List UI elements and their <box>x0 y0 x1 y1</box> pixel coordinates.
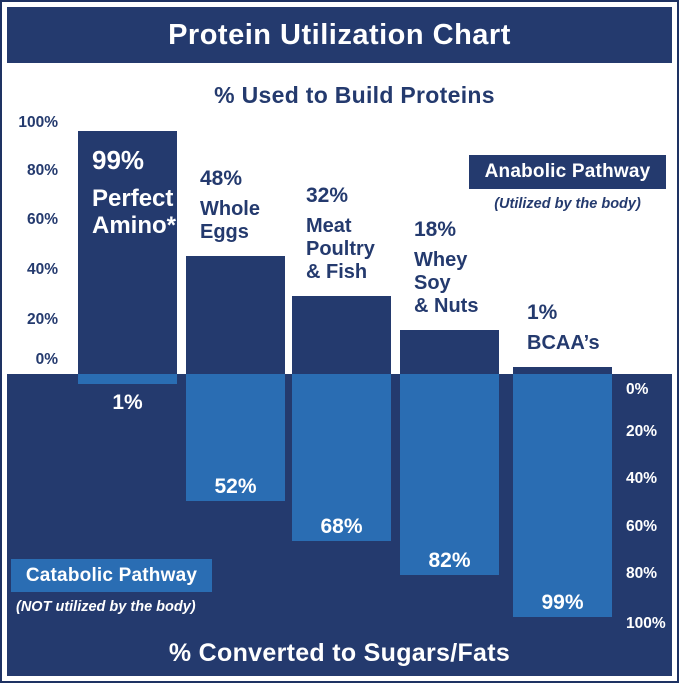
y-axis-bottom-tick: 100% <box>626 615 666 632</box>
anabolic-legend-label: Anabolic Pathway <box>484 161 651 182</box>
catabolic-bar <box>78 374 177 384</box>
anabolic-bar <box>513 367 612 374</box>
anabolic-legend-caption: (Utilized by the body) <box>494 196 641 212</box>
y-axis-top-tick: 60% <box>26 211 58 228</box>
bar-category-label: 32% Meat Poultry & Fish <box>306 184 435 284</box>
catabolic-bar <box>186 374 285 501</box>
catabolic-value-label: 68% <box>320 515 363 538</box>
category-name-line: Whole <box>200 198 260 220</box>
catabolic-value-label: 52% <box>214 475 257 498</box>
catabolic-bar <box>400 374 499 575</box>
category-name-line: & Fish <box>306 261 368 283</box>
y-axis-top-tick: 20% <box>26 311 58 328</box>
y-axis-bottom-tick: 20% <box>626 423 658 440</box>
anabolic-value-label: 18% <box>414 218 457 241</box>
y-axis-bottom-tick: 60% <box>626 518 658 535</box>
chart-title: Protein Utilization Chart <box>168 18 511 51</box>
anabolic-bar <box>292 296 391 374</box>
category-name-line: Amino* <box>92 212 176 239</box>
catabolic-value-label: 99% <box>541 591 584 614</box>
category-name-line: & Nuts <box>414 295 479 317</box>
anabolic-value-label: 32% <box>306 184 349 207</box>
bar-category-label: 99% Perfect Amino* <box>92 145 221 239</box>
y-axis-bottom-tick: 80% <box>626 565 658 582</box>
category-name-line: Eggs <box>200 221 249 243</box>
catabolic-legend-caption: (NOT utilized by the body) <box>16 599 196 615</box>
catabolic-value-label: 82% <box>428 549 471 572</box>
catabolic-bar <box>292 374 391 541</box>
category-name-line: Poultry <box>306 238 375 260</box>
bottom-axis-title: % Converted to Sugars/Fats <box>168 639 511 667</box>
y-axis-top-tick: 100% <box>18 114 58 131</box>
y-axis-top-tick: 80% <box>26 162 58 179</box>
anabolic-bar <box>186 256 285 374</box>
anabolic-legend: Anabolic Pathway <box>469 155 666 189</box>
anabolic-value-label: 99% <box>92 145 145 175</box>
y-axis-bottom-tick: 0% <box>626 381 649 398</box>
bar-category-label: 1% BCAA’s <box>527 301 656 355</box>
bar-category-label: 48% Whole Eggs <box>200 167 329 244</box>
bar-category-label: 18% Whey Soy & Nuts <box>414 218 543 318</box>
top-axis-title: % Used to Build Proteins <box>214 82 495 108</box>
chart-title-banner: Protein Utilization Chart <box>7 7 672 63</box>
category-name-line: Whey <box>414 249 468 271</box>
category-name-line: Soy <box>414 272 451 294</box>
y-axis-bottom-tick: 40% <box>626 470 658 487</box>
anabolic-value-label: 48% <box>200 167 243 190</box>
catabolic-bar <box>513 374 612 617</box>
y-axis-top-tick: 0% <box>35 351 58 368</box>
category-name-line: BCAA’s <box>527 332 600 354</box>
catabolic-legend-label: Catabolic Pathway <box>25 564 198 586</box>
anabolic-value-label: 1% <box>527 301 558 324</box>
category-name-line: Perfect <box>92 185 174 212</box>
catabolic-legend: Catabolic Pathway <box>11 559 212 592</box>
y-axis-top-tick: 40% <box>26 261 58 278</box>
catabolic-value-label: 1% <box>112 391 143 414</box>
anabolic-bar <box>400 330 499 374</box>
anabolic-bar <box>78 131 177 374</box>
category-name-line: Meat <box>306 215 352 237</box>
